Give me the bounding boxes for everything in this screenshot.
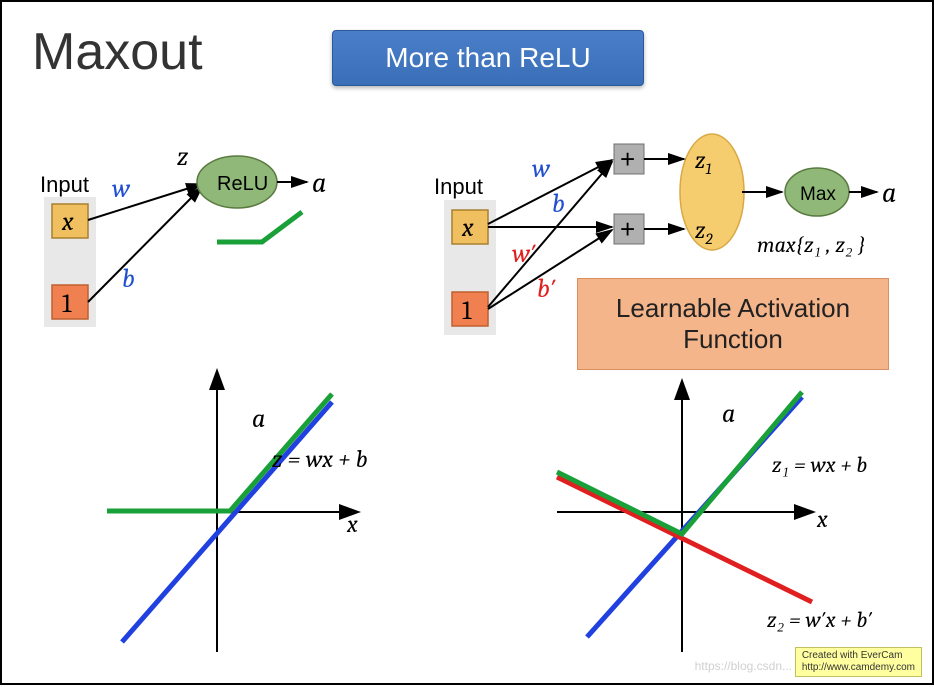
watermark-text: https://blog.csdn... [695,659,792,673]
right-plot-eq1: z₁ = wx + b [772,452,867,478]
plus-node-2: + [620,214,635,244]
max-formula: max{z₁ , z₂ } [757,232,866,258]
evercam-badge: Created with EverCam http://www.camdemy.… [795,647,922,677]
right-plot-a: a [722,399,735,429]
x-node-label: x [61,207,74,237]
a-output-label: a [312,167,326,199]
x-node-label-r: x [461,213,474,243]
one-node-label: 1 [62,289,72,319]
right-plot: a x z₁ = wx + b z₂ = w′x + b′ [557,382,872,652]
w-label: w [112,174,131,204]
relu-label: ReLU [217,173,268,195]
right-plot-eq2: z₂ = w′x + b′ [767,607,872,633]
left-plot-x: x [346,510,358,538]
right-plot-x: x [816,505,828,533]
w-label-r: w [532,154,551,184]
input-label: Input [40,172,89,197]
input-label-r: Input [434,174,483,199]
left-plot-a: a [252,404,265,434]
left-plot: a x z = wx + b [107,372,368,652]
left-relu-network: Input x 1 w b z ReLU a [40,142,326,327]
b-label: b [122,264,135,294]
a-output-r: a [882,177,896,209]
w2-label: w′ [512,239,536,269]
z-label: z [177,142,189,172]
learnable-activation-box: Learnable Activation Function [577,278,889,370]
plus-node-1: + [620,144,635,174]
left-plot-eq: z = wx + b [272,445,368,473]
evercam-line1: Created with EverCam [802,650,903,661]
b-label-r: b [552,189,565,219]
evercam-line2: http://www.camdemy.com [802,662,915,673]
max-node-label: Max [800,184,836,205]
b2-label: b′ [537,274,556,304]
one-node-label-r: 1 [462,296,472,326]
